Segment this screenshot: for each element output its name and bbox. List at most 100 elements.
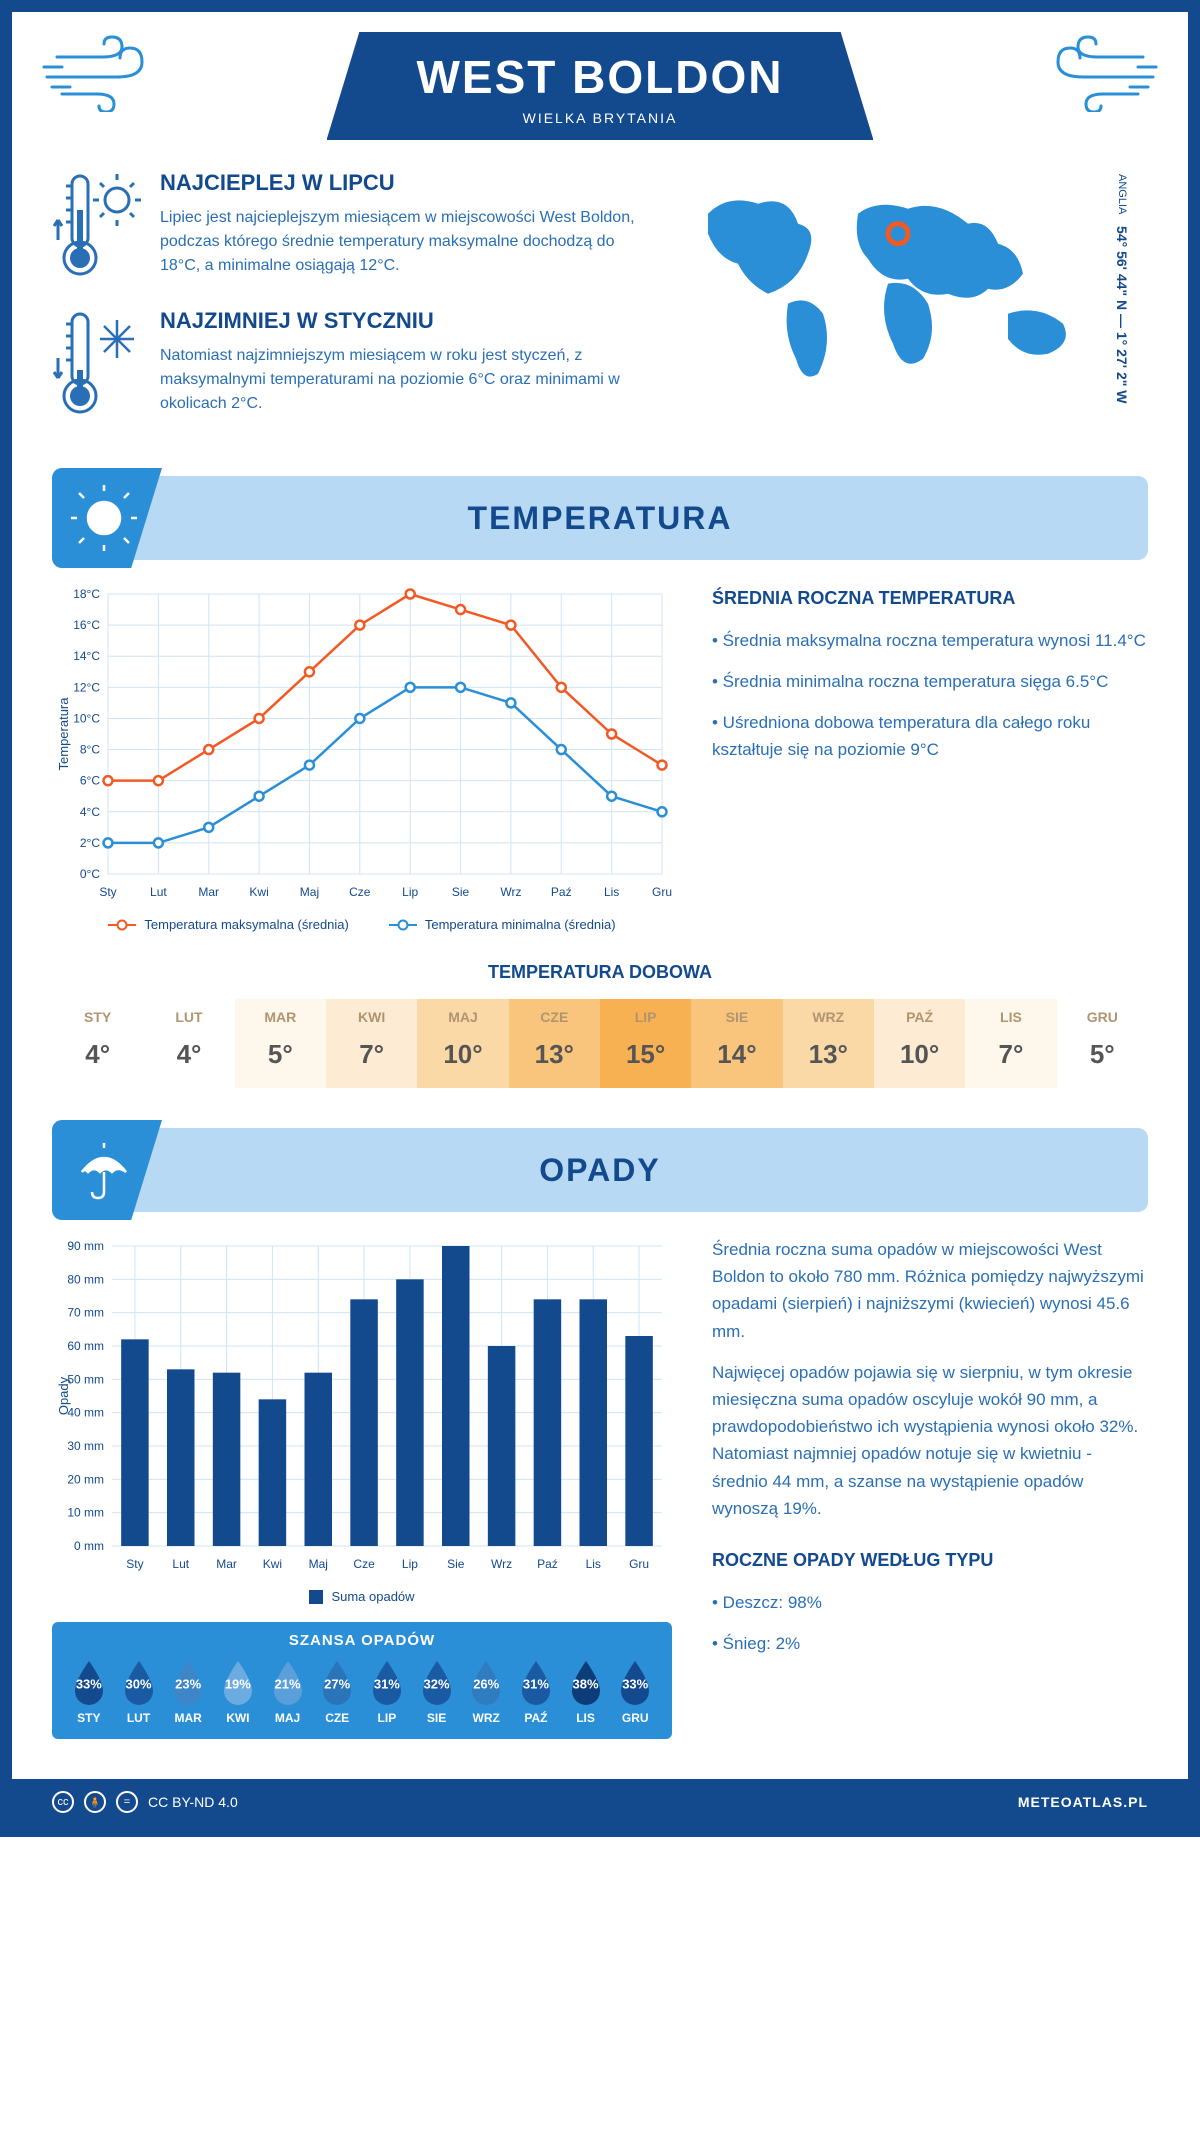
- svg-text:Temperatura: Temperatura: [56, 697, 71, 771]
- footer: cc 🧍 = CC BY-ND 4.0 METEOATLAS.PL: [12, 1779, 1188, 1825]
- chance-cell: 19%KWI: [213, 1659, 263, 1725]
- svg-text:2°C: 2°C: [80, 836, 100, 850]
- summary-bullet: • Uśredniona dobowa temperatura dla całe…: [712, 709, 1148, 763]
- by-icon: 🧍: [84, 1791, 106, 1813]
- daily-cell: WRZ13°: [783, 999, 874, 1088]
- svg-text:10 mm: 10 mm: [67, 1506, 104, 1520]
- daily-temp-table: STY4°LUT4°MAR5°KWI7°MAJ10°CZE13°LIP15°SI…: [52, 999, 1148, 1088]
- svg-text:Maj: Maj: [300, 885, 319, 899]
- chance-cell: 33%GRU: [610, 1659, 660, 1725]
- svg-text:Wrz: Wrz: [500, 885, 521, 899]
- svg-text:Opady: Opady: [56, 1376, 71, 1415]
- sun-icon: [52, 468, 162, 568]
- daily-cell: SIE14°: [691, 999, 782, 1088]
- svg-text:80 mm: 80 mm: [67, 1272, 104, 1286]
- svg-text:Mar: Mar: [198, 885, 219, 899]
- svg-text:90 mm: 90 mm: [67, 1239, 104, 1253]
- chart-legend: Temperatura maksymalna (średnia) Temperat…: [52, 917, 672, 932]
- chance-cell: 38%LIS: [561, 1659, 611, 1725]
- header-banner: WEST BOLDON WIELKA BRYTANIA: [327, 32, 874, 140]
- chance-cell: 23%MAR: [163, 1659, 213, 1725]
- svg-text:Lut: Lut: [172, 1557, 189, 1571]
- svg-text:Lut: Lut: [150, 885, 167, 899]
- daily-cell: LIP15°: [600, 999, 691, 1088]
- svg-text:Paź: Paź: [537, 1557, 558, 1571]
- svg-text:70 mm: 70 mm: [67, 1306, 104, 1320]
- header: WEST BOLDON WIELKA BRYTANIA: [12, 12, 1188, 170]
- svg-text:Sie: Sie: [452, 885, 470, 899]
- svg-text:6°C: 6°C: [80, 774, 100, 788]
- precip-chance-box: SZANSA OPADÓW 33%STY30%LUT23%MAR19%KWI21…: [52, 1622, 672, 1739]
- location-title: WEST BOLDON: [417, 50, 784, 104]
- fact-desc: Natomiast najzimniejszym miesiącem w rok…: [160, 344, 658, 416]
- svg-text:Paź: Paź: [551, 885, 572, 899]
- summary-text: Średnia roczna suma opadów w miejscowośc…: [712, 1236, 1148, 1345]
- svg-text:Kwi: Kwi: [263, 1557, 282, 1571]
- chance-title: SZANSA OPADÓW: [64, 1632, 660, 1649]
- svg-text:Cze: Cze: [353, 1557, 375, 1571]
- thermometer-hot-icon: [52, 170, 142, 280]
- section-title: TEMPERATURA: [52, 500, 1148, 537]
- license-text: CC BY-ND 4.0: [148, 1794, 238, 1810]
- daily-cell: LIS7°: [965, 999, 1056, 1088]
- wind-icon: [1038, 32, 1158, 112]
- svg-text:0 mm: 0 mm: [74, 1539, 104, 1553]
- by-type-title: ROCZNE OPADY WEDŁUG TYPU: [712, 1546, 1148, 1575]
- precip-chart: 0 mm10 mm20 mm30 mm40 mm50 mm60 mm70 mm8…: [52, 1236, 672, 1604]
- daily-cell: STY4°: [52, 999, 143, 1088]
- svg-text:Gru: Gru: [629, 1557, 649, 1571]
- svg-text:0°C: 0°C: [80, 867, 100, 881]
- fact-desc: Lipiec jest najcieplejszym miesiącem w m…: [160, 206, 658, 278]
- section-title: OPADY: [52, 1152, 1148, 1189]
- svg-text:16°C: 16°C: [73, 618, 100, 632]
- svg-text:20 mm: 20 mm: [67, 1472, 104, 1486]
- wind-icon: [42, 32, 162, 112]
- chance-cell: 27%CZE: [312, 1659, 362, 1725]
- svg-text:Wrz: Wrz: [491, 1557, 512, 1571]
- summary-bullet: • Średnia minimalna roczna temperatura s…: [712, 668, 1148, 695]
- svg-text:12°C: 12°C: [73, 680, 100, 694]
- svg-text:10°C: 10°C: [73, 711, 100, 725]
- chance-cell: 32%SIE: [412, 1659, 462, 1725]
- svg-text:Sty: Sty: [126, 1557, 143, 1571]
- cc-icon: cc: [52, 1791, 74, 1813]
- svg-text:14°C: 14°C: [73, 649, 100, 663]
- coordinates: ANGLIA 54° 56' 44" N — 1° 27' 2" W: [1108, 170, 1130, 407]
- section-header-temperature: TEMPERATURA: [52, 476, 1148, 560]
- by-type-snow: • Śnieg: 2%: [712, 1630, 1148, 1657]
- fact-title: NAJCIEPLEJ W LIPCU: [160, 170, 658, 196]
- umbrella-icon: [52, 1120, 162, 1220]
- svg-text:Mar: Mar: [216, 1557, 237, 1571]
- chance-cell: 30%LUT: [114, 1659, 164, 1725]
- legend-label: Temperatura minimalna (średnia): [425, 917, 616, 932]
- world-map: ANGLIA 54° 56' 44" N — 1° 27' 2" W: [688, 170, 1148, 407]
- legend-label: Suma opadów: [331, 1589, 414, 1604]
- fact-coldest: NAJZIMNIEJ W STYCZNIU Natomiast najzimni…: [52, 308, 658, 418]
- summary-title: ŚREDNIA ROCZNA TEMPERATURA: [712, 584, 1148, 613]
- fact-title: NAJZIMNIEJ W STYCZNIU: [160, 308, 658, 334]
- infographic: WEST BOLDON WIELKA BRYTANIA NAJCIEPLEJ W…: [0, 0, 1200, 1837]
- fact-warmest: NAJCIEPLEJ W LIPCU Lipiec jest najcieple…: [52, 170, 658, 280]
- daily-cell: GRU5°: [1057, 999, 1148, 1088]
- site-name: METEOATLAS.PL: [1018, 1794, 1148, 1810]
- thermometer-cold-icon: [52, 308, 142, 418]
- svg-text:Kwi: Kwi: [249, 885, 268, 899]
- svg-text:18°C: 18°C: [73, 587, 100, 601]
- chance-cell: 26%WRZ: [461, 1659, 511, 1725]
- legend-label: Temperatura maksymalna (średnia): [144, 917, 348, 932]
- svg-text:Cze: Cze: [349, 885, 371, 899]
- svg-text:Sie: Sie: [447, 1557, 465, 1571]
- svg-text:Maj: Maj: [309, 1557, 328, 1571]
- daily-cell: KWI7°: [326, 999, 417, 1088]
- precip-summary: Średnia roczna suma opadów w miejscowośc…: [712, 1236, 1148, 1739]
- by-type-rain: • Deszcz: 98%: [712, 1589, 1148, 1616]
- section-header-precip: OPADY: [52, 1128, 1148, 1212]
- daily-cell: PAŹ10°: [874, 999, 965, 1088]
- svg-text:Lis: Lis: [586, 1557, 601, 1571]
- nd-icon: =: [116, 1791, 138, 1813]
- chance-cell: 33%STY: [64, 1659, 114, 1725]
- svg-text:60 mm: 60 mm: [67, 1339, 104, 1353]
- svg-text:40 mm: 40 mm: [67, 1406, 104, 1420]
- daily-cell: MAJ10°: [417, 999, 508, 1088]
- svg-text:50 mm: 50 mm: [67, 1372, 104, 1386]
